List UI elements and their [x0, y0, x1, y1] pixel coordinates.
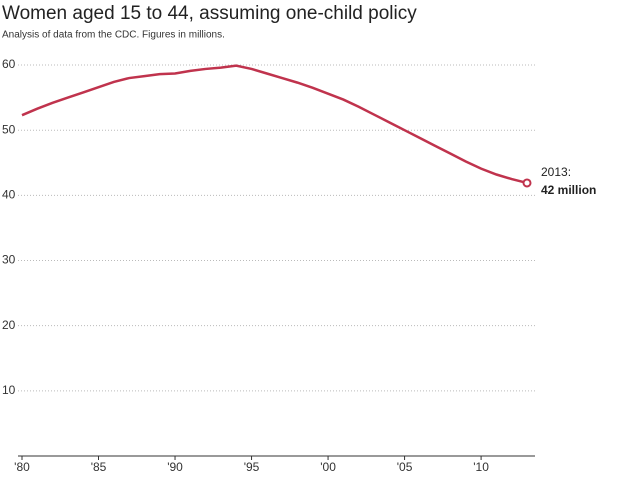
y-tick-label: 10 [2, 383, 16, 397]
chart-title: Women aged 15 to 44, assuming one-child … [2, 3, 417, 24]
x-tick-label: '10 [473, 460, 489, 474]
x-tick-label: '90 [167, 460, 183, 474]
annotation-value: 42 million [541, 183, 596, 197]
annotation-label: 2013: [541, 165, 571, 179]
x-tick-label: '80 [14, 460, 30, 474]
y-tick-label: 30 [2, 253, 16, 267]
x-tick-label: '85 [91, 460, 107, 474]
chart-subtitle: Analysis of data from the CDC. Figures i… [2, 30, 225, 41]
x-tick-label: '95 [244, 460, 260, 474]
y-tick-label: 40 [2, 188, 16, 202]
y-tick-label: 50 [2, 122, 16, 136]
end-point [522, 178, 532, 188]
x-tick-label: '05 [397, 460, 413, 474]
data-line [21, 64, 528, 185]
y-tick-label: 60 [2, 57, 16, 71]
y-tick-label: 20 [2, 318, 16, 332]
x-tick-label: '00 [320, 460, 336, 474]
